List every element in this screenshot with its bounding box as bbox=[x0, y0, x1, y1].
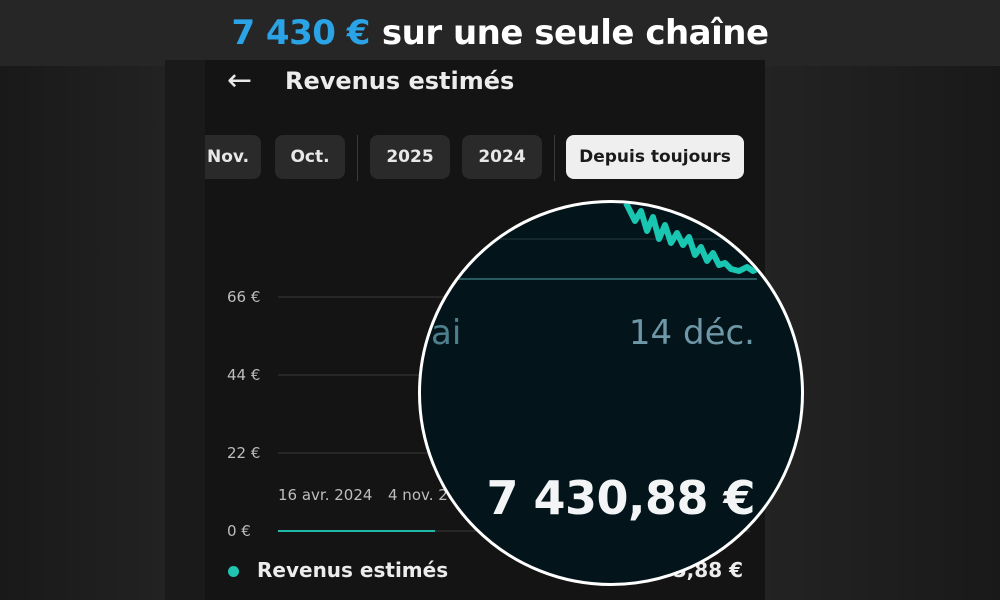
y-tick-label: 0 € bbox=[227, 522, 251, 540]
chart-legend: Revenus estimés 5,88 € bbox=[205, 552, 765, 592]
phone-edge bbox=[165, 60, 205, 600]
y-tick-label: 44 € bbox=[227, 366, 261, 384]
background-left bbox=[0, 66, 165, 600]
chip-2025[interactable]: 2025 bbox=[370, 135, 450, 179]
headline-amount: 7 430 € bbox=[231, 13, 370, 53]
chip-divider bbox=[554, 135, 555, 181]
chip-depuis-toujours[interactable]: Depuis toujours bbox=[566, 135, 744, 179]
zoomed-x-tick-label: 14 déc. bbox=[628, 313, 755, 353]
period-filter-chips: Nov. Oct. 2025 2024 Depuis toujours bbox=[205, 135, 765, 181]
app-header: ← Revenus estimés bbox=[205, 60, 765, 110]
chip-divider bbox=[357, 135, 358, 181]
zoomed-x-tick-label: ai bbox=[431, 313, 462, 353]
headline-banner: 7 430 € sur une seule chaîne bbox=[0, 0, 1000, 66]
total-revenue-value: 7 430,88 € bbox=[486, 471, 755, 525]
x-tick-label: 4 nov. 2 bbox=[388, 486, 448, 504]
arrow-left-icon[interactable]: ← bbox=[227, 63, 253, 98]
page-title: Revenus estimés bbox=[285, 67, 515, 95]
x-tick-label: 16 avr. 2024 bbox=[278, 486, 373, 504]
legend-dot bbox=[228, 566, 239, 577]
background-right bbox=[765, 66, 1000, 600]
y-tick-label: 22 € bbox=[227, 444, 261, 462]
y-tick-label: 66 € bbox=[227, 288, 261, 306]
zoom-magnifier: ai 14 déc. 7 430,88 € bbox=[418, 200, 804, 586]
headline-text: sur une seule chaîne bbox=[381, 13, 769, 53]
revenue-chart: 66 € 44 € 22 € 0 € 16 avr. 2024 4 nov. 2 bbox=[205, 200, 765, 580]
chip-2024[interactable]: 2024 bbox=[462, 135, 542, 179]
zoomed-chart bbox=[421, 203, 759, 280]
legend-label: Revenus estimés bbox=[257, 558, 449, 582]
chip-nov[interactable]: Nov. bbox=[205, 135, 261, 179]
chip-oct[interactable]: Oct. bbox=[275, 135, 345, 179]
zoomed-series-line bbox=[623, 203, 759, 274]
